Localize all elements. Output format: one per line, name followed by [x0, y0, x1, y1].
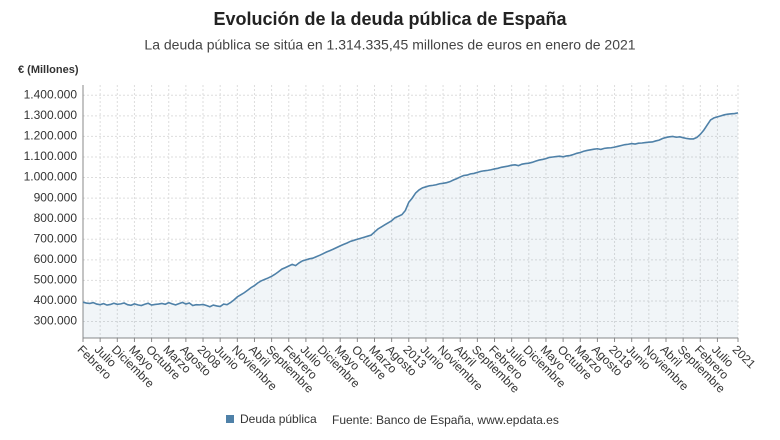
- y-tick-label: 300.000: [34, 314, 78, 328]
- y-tick-label: 1.000.000: [24, 170, 78, 184]
- plot-area: [83, 85, 738, 338]
- y-tick-label: 700.000: [34, 231, 78, 245]
- legend-swatch: [226, 415, 234, 423]
- y-axis-label: € (Millones): [18, 64, 79, 76]
- legend-label: Deuda pública: [240, 412, 317, 426]
- y-tick-label: 900.000: [34, 190, 78, 204]
- chart-subtitle: La deuda pública se sitúa en 1.314.335,4…: [144, 37, 635, 53]
- y-tick-label: 600.000: [34, 252, 78, 266]
- y-tick-label: 1.200.000: [24, 129, 78, 143]
- y-tick-label: 500.000: [34, 273, 78, 287]
- y-tick-label: 800.000: [34, 211, 78, 225]
- source: Fuente: Banco de España, www.epdata.es: [332, 413, 559, 427]
- y-tick-label: 1.100.000: [24, 149, 78, 163]
- y-tick-label: 1.300.000: [24, 108, 78, 122]
- y-tick-label: 400.000: [34, 293, 78, 307]
- chart-title: Evolución de la deuda pública de España: [213, 9, 567, 29]
- area-fill: [83, 112, 738, 339]
- y-tick-label: 1.400.000: [24, 87, 78, 101]
- data-line: [82, 112, 739, 308]
